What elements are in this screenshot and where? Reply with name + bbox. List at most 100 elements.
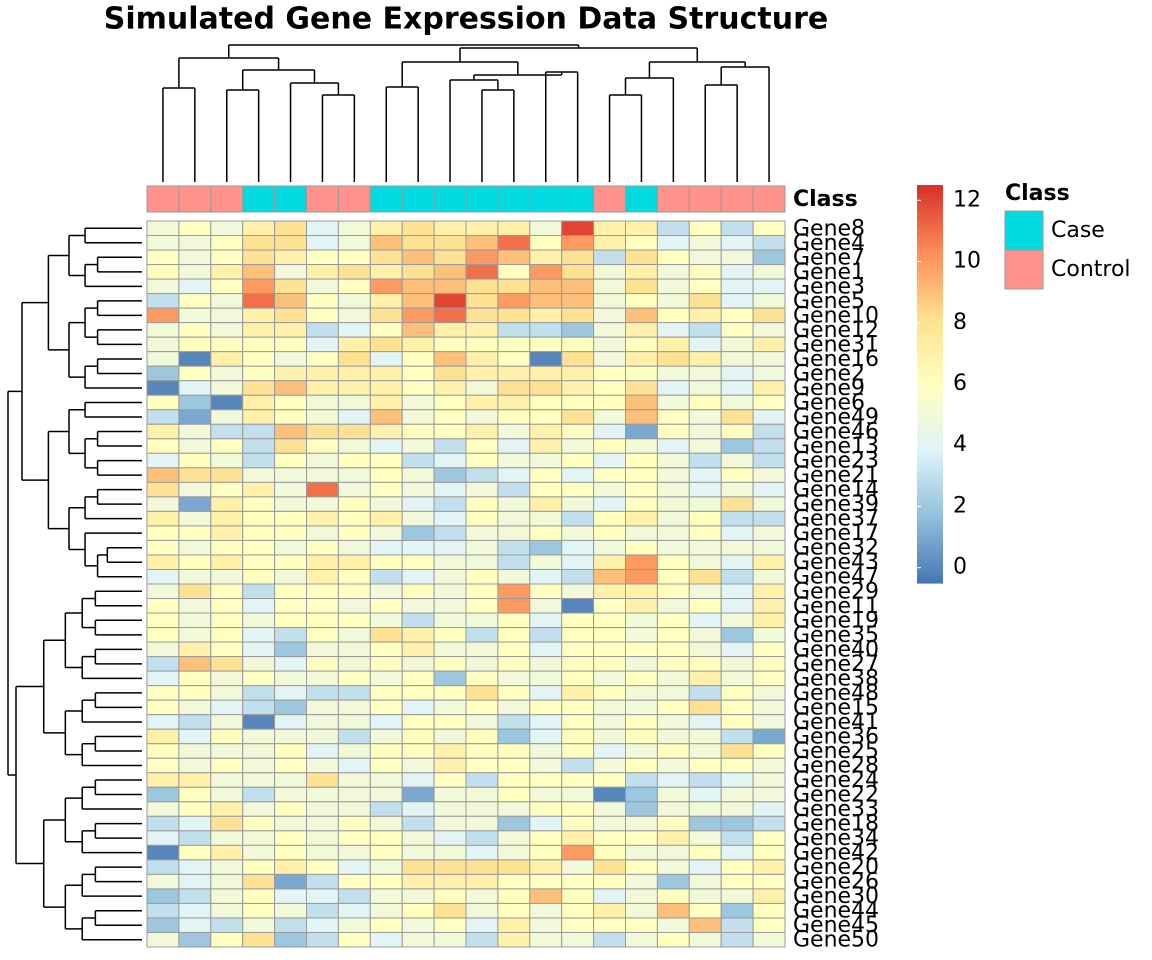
heatmap-cell (465, 452, 499, 469)
colorbar-segment (917, 304, 943, 309)
heatmap-cell (497, 656, 531, 672)
heatmap-cell (242, 656, 276, 672)
heatmap-cell (274, 235, 308, 251)
heatmap-cell (688, 757, 722, 774)
row-label: Gene33 (793, 797, 879, 822)
colorbar-segment (917, 272, 943, 278)
heatmap-cell (497, 351, 531, 367)
heatmap-cell (752, 902, 786, 919)
heatmap-cell (178, 757, 212, 774)
heatmap-cell (274, 351, 308, 367)
heatmap-cell (625, 931, 658, 948)
heatmap-cell (625, 525, 658, 541)
heatmap-cell (369, 336, 403, 353)
heatmap-cell (625, 801, 658, 817)
heatmap-cell (401, 264, 435, 280)
heatmap-cell (720, 612, 754, 629)
heatmap-cell (625, 772, 658, 788)
heatmap-cell (337, 830, 371, 846)
annotation-cell (274, 185, 308, 213)
heatmap-cell (688, 481, 722, 498)
heatmap-cell (274, 365, 308, 382)
heatmap-cell (337, 612, 371, 629)
heatmap-cell (433, 815, 467, 832)
heatmap-cell (625, 685, 658, 701)
heatmap-cell (178, 685, 212, 701)
colorbar-segment (917, 419, 943, 425)
heatmap-cell (625, 394, 658, 411)
heatmap-cell (306, 438, 339, 454)
heatmap-cell (369, 656, 403, 672)
heatmap-cell (625, 264, 658, 280)
heatmap-cell (210, 336, 244, 353)
colorbar-segment (917, 324, 943, 329)
heatmap-cell (720, 699, 754, 716)
heatmap-cell (401, 598, 435, 614)
heatmap-cell (337, 220, 371, 237)
heatmap-cell (146, 670, 180, 687)
heatmap-cell (465, 859, 499, 875)
heatmap-cell (433, 525, 467, 541)
annotation-cell (688, 185, 722, 213)
heatmap-cell (242, 481, 276, 498)
heatmap-cell (561, 525, 595, 541)
heatmap-cell (178, 699, 212, 716)
heatmap-cell (720, 859, 754, 875)
colorbar-segment (917, 264, 943, 270)
heatmap-cell (401, 278, 435, 295)
heatmap-cell (146, 394, 180, 411)
heatmap-cell (561, 394, 595, 411)
heatmap-cell (274, 757, 308, 774)
heatmap-cell (752, 598, 786, 614)
heatmap-cell (720, 888, 754, 904)
colorbar-segment (917, 244, 943, 250)
colorbar-segment (917, 563, 943, 568)
colorbar-segment (917, 407, 943, 413)
heatmap-cell (306, 612, 339, 629)
heatmap-cell (433, 380, 467, 396)
heatmap-cell (146, 249, 180, 266)
heatmap-cell (465, 336, 499, 353)
heatmap-cell (337, 481, 371, 498)
heatmap-cell (625, 481, 658, 498)
colorbar-segment (917, 455, 943, 461)
heatmap-cell (274, 612, 308, 629)
row-label: Gene22 (793, 783, 879, 808)
heatmap-cell (465, 902, 499, 919)
heatmap-cell (465, 554, 499, 570)
heatmap-cell (210, 815, 244, 832)
heatmap-cell (625, 220, 658, 237)
heatmap-cell (401, 844, 435, 861)
heatmap-cell (688, 539, 722, 556)
heatmap-cell (561, 539, 595, 556)
heatmap-cell (593, 307, 626, 324)
heatmap-cell (242, 917, 276, 933)
heatmap-cell (593, 365, 626, 382)
heatmap-cell (401, 336, 435, 353)
heatmap-cell (625, 641, 658, 658)
heatmap-cell (274, 510, 308, 527)
heatmap-cell (401, 699, 435, 716)
heatmap-cell (306, 786, 339, 803)
heatmap-cell (561, 859, 595, 875)
heatmap-cell (242, 322, 276, 338)
heatmap-cell (752, 757, 786, 774)
heatmap-cell (178, 714, 212, 730)
heatmap-cell (242, 365, 276, 382)
heatmap-cell (625, 728, 658, 745)
heatmap-cell (146, 830, 180, 846)
heatmap-cell (720, 902, 754, 919)
heatmap-cell (433, 351, 467, 367)
heatmap-cell (337, 743, 371, 759)
heatmap-cell (274, 859, 308, 875)
heatmap-cell (497, 830, 531, 846)
heatmap-cell (210, 888, 244, 904)
heatmap-cell (625, 873, 658, 890)
heatmap-cell (561, 307, 595, 324)
heatmap-cell (306, 568, 339, 585)
colorbar-segment (917, 236, 943, 242)
heatmap-cell (210, 235, 244, 251)
heatmap-cell (337, 772, 371, 788)
heatmap-cell (274, 917, 308, 933)
heatmap-cell (433, 786, 467, 803)
